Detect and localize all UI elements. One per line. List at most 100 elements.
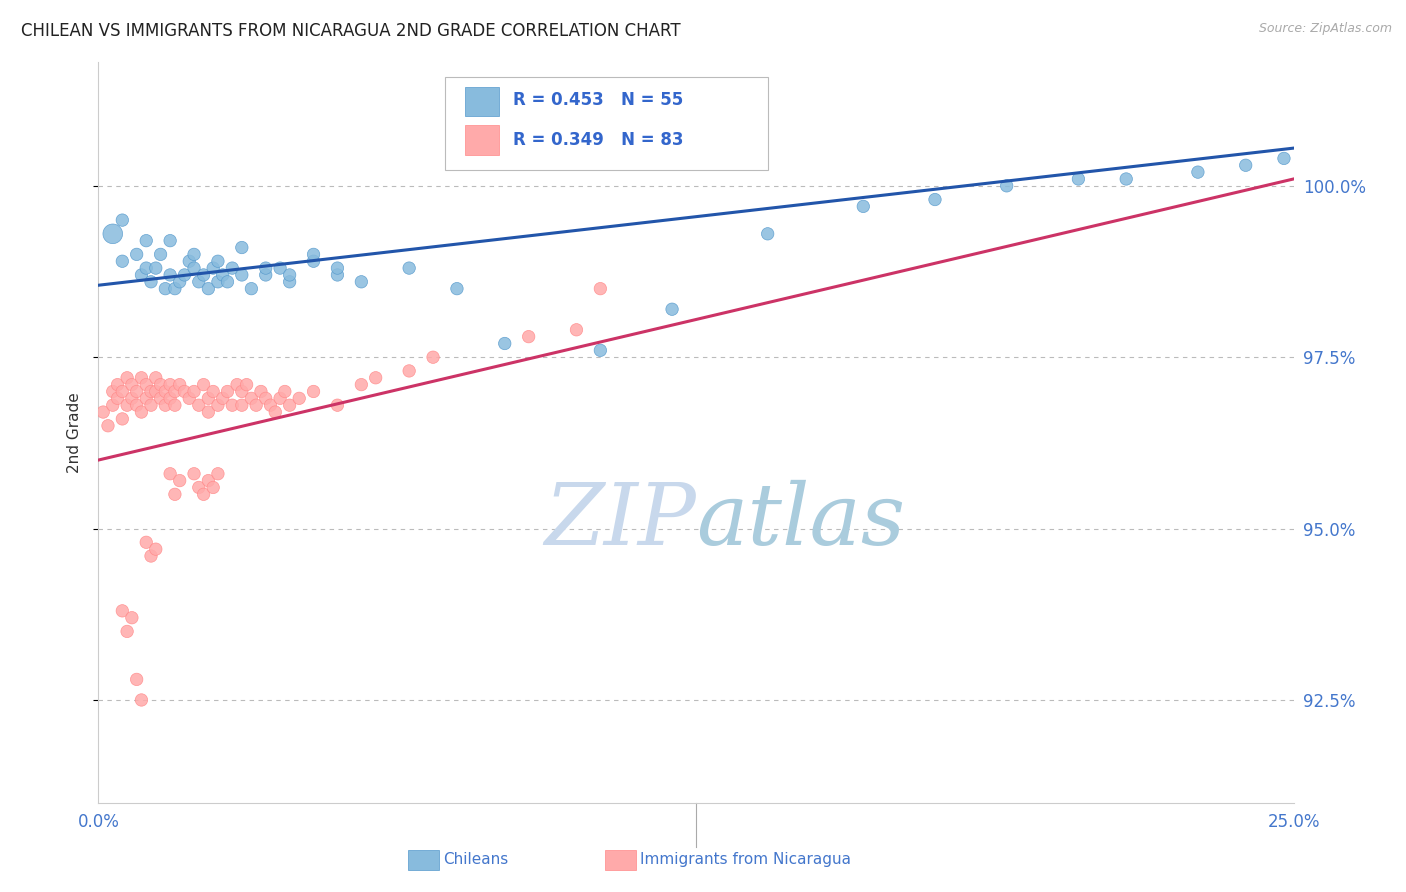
Text: R = 0.349   N = 83: R = 0.349 N = 83: [513, 131, 683, 149]
Y-axis label: 2nd Grade: 2nd Grade: [66, 392, 82, 473]
Point: [125, 247, 148, 261]
Point: [183, 261, 205, 276]
Point: [159, 467, 181, 481]
Point: [135, 377, 157, 392]
Point: [398, 364, 420, 378]
Point: [1115, 172, 1137, 186]
Point: [211, 392, 233, 406]
Point: [107, 377, 129, 392]
Point: [245, 398, 267, 412]
Point: [207, 275, 229, 289]
Point: [101, 227, 124, 241]
Point: [169, 377, 191, 392]
Point: [135, 234, 157, 248]
Point: [111, 254, 134, 268]
Point: [173, 384, 195, 399]
Point: [202, 480, 225, 494]
Point: [183, 384, 205, 399]
Point: [1067, 172, 1090, 186]
Point: [107, 392, 129, 406]
Point: [193, 268, 215, 282]
Point: [179, 392, 201, 406]
Bar: [465, 87, 499, 117]
Point: [135, 535, 157, 549]
Point: [193, 487, 215, 501]
Text: Source: ZipAtlas.com: Source: ZipAtlas.com: [1258, 22, 1392, 36]
Point: [115, 398, 138, 412]
Text: R = 0.453   N = 55: R = 0.453 N = 55: [513, 91, 683, 109]
Point: [101, 398, 124, 412]
Point: [135, 261, 157, 276]
Text: atlas: atlas: [696, 480, 905, 563]
Point: [302, 254, 325, 268]
Point: [155, 398, 177, 412]
Point: [217, 384, 239, 399]
Point: [202, 384, 225, 399]
Point: [159, 268, 181, 282]
Point: [131, 268, 153, 282]
Point: [187, 275, 209, 289]
Point: [169, 474, 191, 488]
Point: [1187, 165, 1209, 179]
Point: [125, 673, 148, 687]
Point: [254, 268, 277, 282]
Point: [121, 611, 143, 625]
Point: [422, 350, 444, 364]
Point: [115, 624, 138, 639]
Point: [231, 240, 253, 254]
Point: [350, 377, 373, 392]
Point: [269, 261, 291, 276]
Point: [111, 213, 134, 227]
Point: [197, 405, 219, 419]
Point: [187, 398, 209, 412]
Point: [155, 384, 177, 399]
Point: [121, 377, 143, 392]
Point: [202, 261, 225, 276]
Point: [125, 384, 148, 399]
Point: [278, 268, 301, 282]
Text: Immigrants from Nicaragua: Immigrants from Nicaragua: [640, 853, 851, 867]
Point: [139, 275, 162, 289]
Point: [398, 261, 420, 276]
Point: [231, 268, 253, 282]
Point: [446, 282, 468, 296]
Point: [221, 398, 243, 412]
Point: [326, 268, 349, 282]
Point: [207, 398, 229, 412]
Point: [259, 398, 281, 412]
Point: [131, 371, 153, 385]
Point: [565, 323, 588, 337]
Point: [121, 392, 143, 406]
Point: [278, 398, 301, 412]
Point: [240, 392, 263, 406]
Point: [350, 275, 373, 289]
Point: [278, 275, 301, 289]
Point: [111, 604, 134, 618]
Point: [125, 398, 148, 412]
Point: [924, 193, 946, 207]
Point: [111, 384, 134, 399]
Point: [159, 392, 181, 406]
Point: [139, 549, 162, 563]
Point: [159, 377, 181, 392]
Point: [235, 377, 257, 392]
Point: [111, 412, 134, 426]
Point: [135, 392, 157, 406]
Point: [231, 398, 253, 412]
Point: [131, 693, 153, 707]
Point: [139, 398, 162, 412]
Point: [131, 405, 153, 419]
Point: [1272, 152, 1295, 166]
Point: [193, 377, 215, 392]
Point: [183, 467, 205, 481]
FancyBboxPatch shape: [446, 78, 768, 169]
Point: [145, 542, 167, 557]
Point: [183, 247, 205, 261]
Point: [115, 371, 138, 385]
Point: [173, 268, 195, 282]
Point: [274, 384, 297, 399]
Point: [995, 178, 1018, 193]
Point: [179, 254, 201, 268]
Point: [589, 282, 612, 296]
Point: [163, 282, 186, 296]
